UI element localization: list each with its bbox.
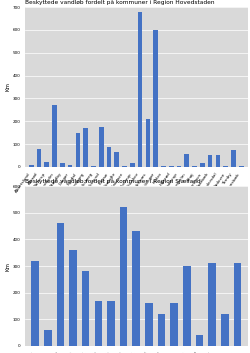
Bar bbox=[221, 314, 228, 346]
Bar bbox=[132, 231, 140, 346]
Bar bbox=[107, 148, 111, 167]
Bar bbox=[200, 163, 205, 167]
Bar bbox=[52, 105, 57, 167]
Bar bbox=[208, 155, 212, 167]
Bar bbox=[170, 303, 178, 346]
Y-axis label: Km: Km bbox=[6, 262, 11, 270]
Bar bbox=[99, 127, 103, 167]
Bar bbox=[169, 166, 173, 167]
Bar bbox=[44, 330, 52, 346]
Bar bbox=[239, 166, 244, 167]
Text: Beskyttede vandløb fordelt på kommuner i Region Sjælland: Beskyttede vandløb fordelt på kommuner i… bbox=[25, 179, 201, 184]
Bar bbox=[107, 301, 115, 346]
Bar bbox=[231, 150, 236, 167]
Bar bbox=[114, 152, 119, 167]
Bar bbox=[122, 166, 127, 167]
Bar bbox=[120, 208, 128, 346]
Y-axis label: Km: Km bbox=[6, 83, 11, 91]
Bar bbox=[177, 166, 181, 167]
Bar bbox=[94, 301, 102, 346]
Text: Beskyttede vandløb fordelt på kommuner i Region Hovedstaden: Beskyttede vandløb fordelt på kommuner i… bbox=[25, 0, 214, 5]
Bar bbox=[146, 119, 150, 167]
Bar bbox=[184, 154, 189, 167]
Bar bbox=[44, 162, 49, 167]
Bar bbox=[138, 12, 142, 167]
Bar bbox=[224, 166, 228, 167]
Bar bbox=[130, 163, 135, 167]
Bar bbox=[192, 166, 197, 167]
Bar bbox=[234, 263, 241, 346]
Bar bbox=[76, 133, 80, 167]
Bar bbox=[82, 271, 90, 346]
Bar bbox=[37, 149, 41, 167]
Bar bbox=[69, 250, 77, 346]
Bar bbox=[83, 128, 88, 167]
Bar bbox=[56, 223, 64, 346]
Bar bbox=[145, 303, 153, 346]
Bar bbox=[216, 155, 220, 167]
Bar bbox=[91, 166, 96, 167]
Bar bbox=[31, 261, 39, 346]
Bar bbox=[196, 335, 203, 346]
Bar bbox=[68, 164, 72, 167]
Bar bbox=[60, 163, 65, 167]
Bar bbox=[183, 266, 190, 346]
Bar bbox=[208, 263, 216, 346]
Bar bbox=[153, 30, 158, 167]
Bar bbox=[158, 314, 165, 346]
Bar bbox=[161, 166, 166, 167]
Bar bbox=[29, 164, 34, 167]
